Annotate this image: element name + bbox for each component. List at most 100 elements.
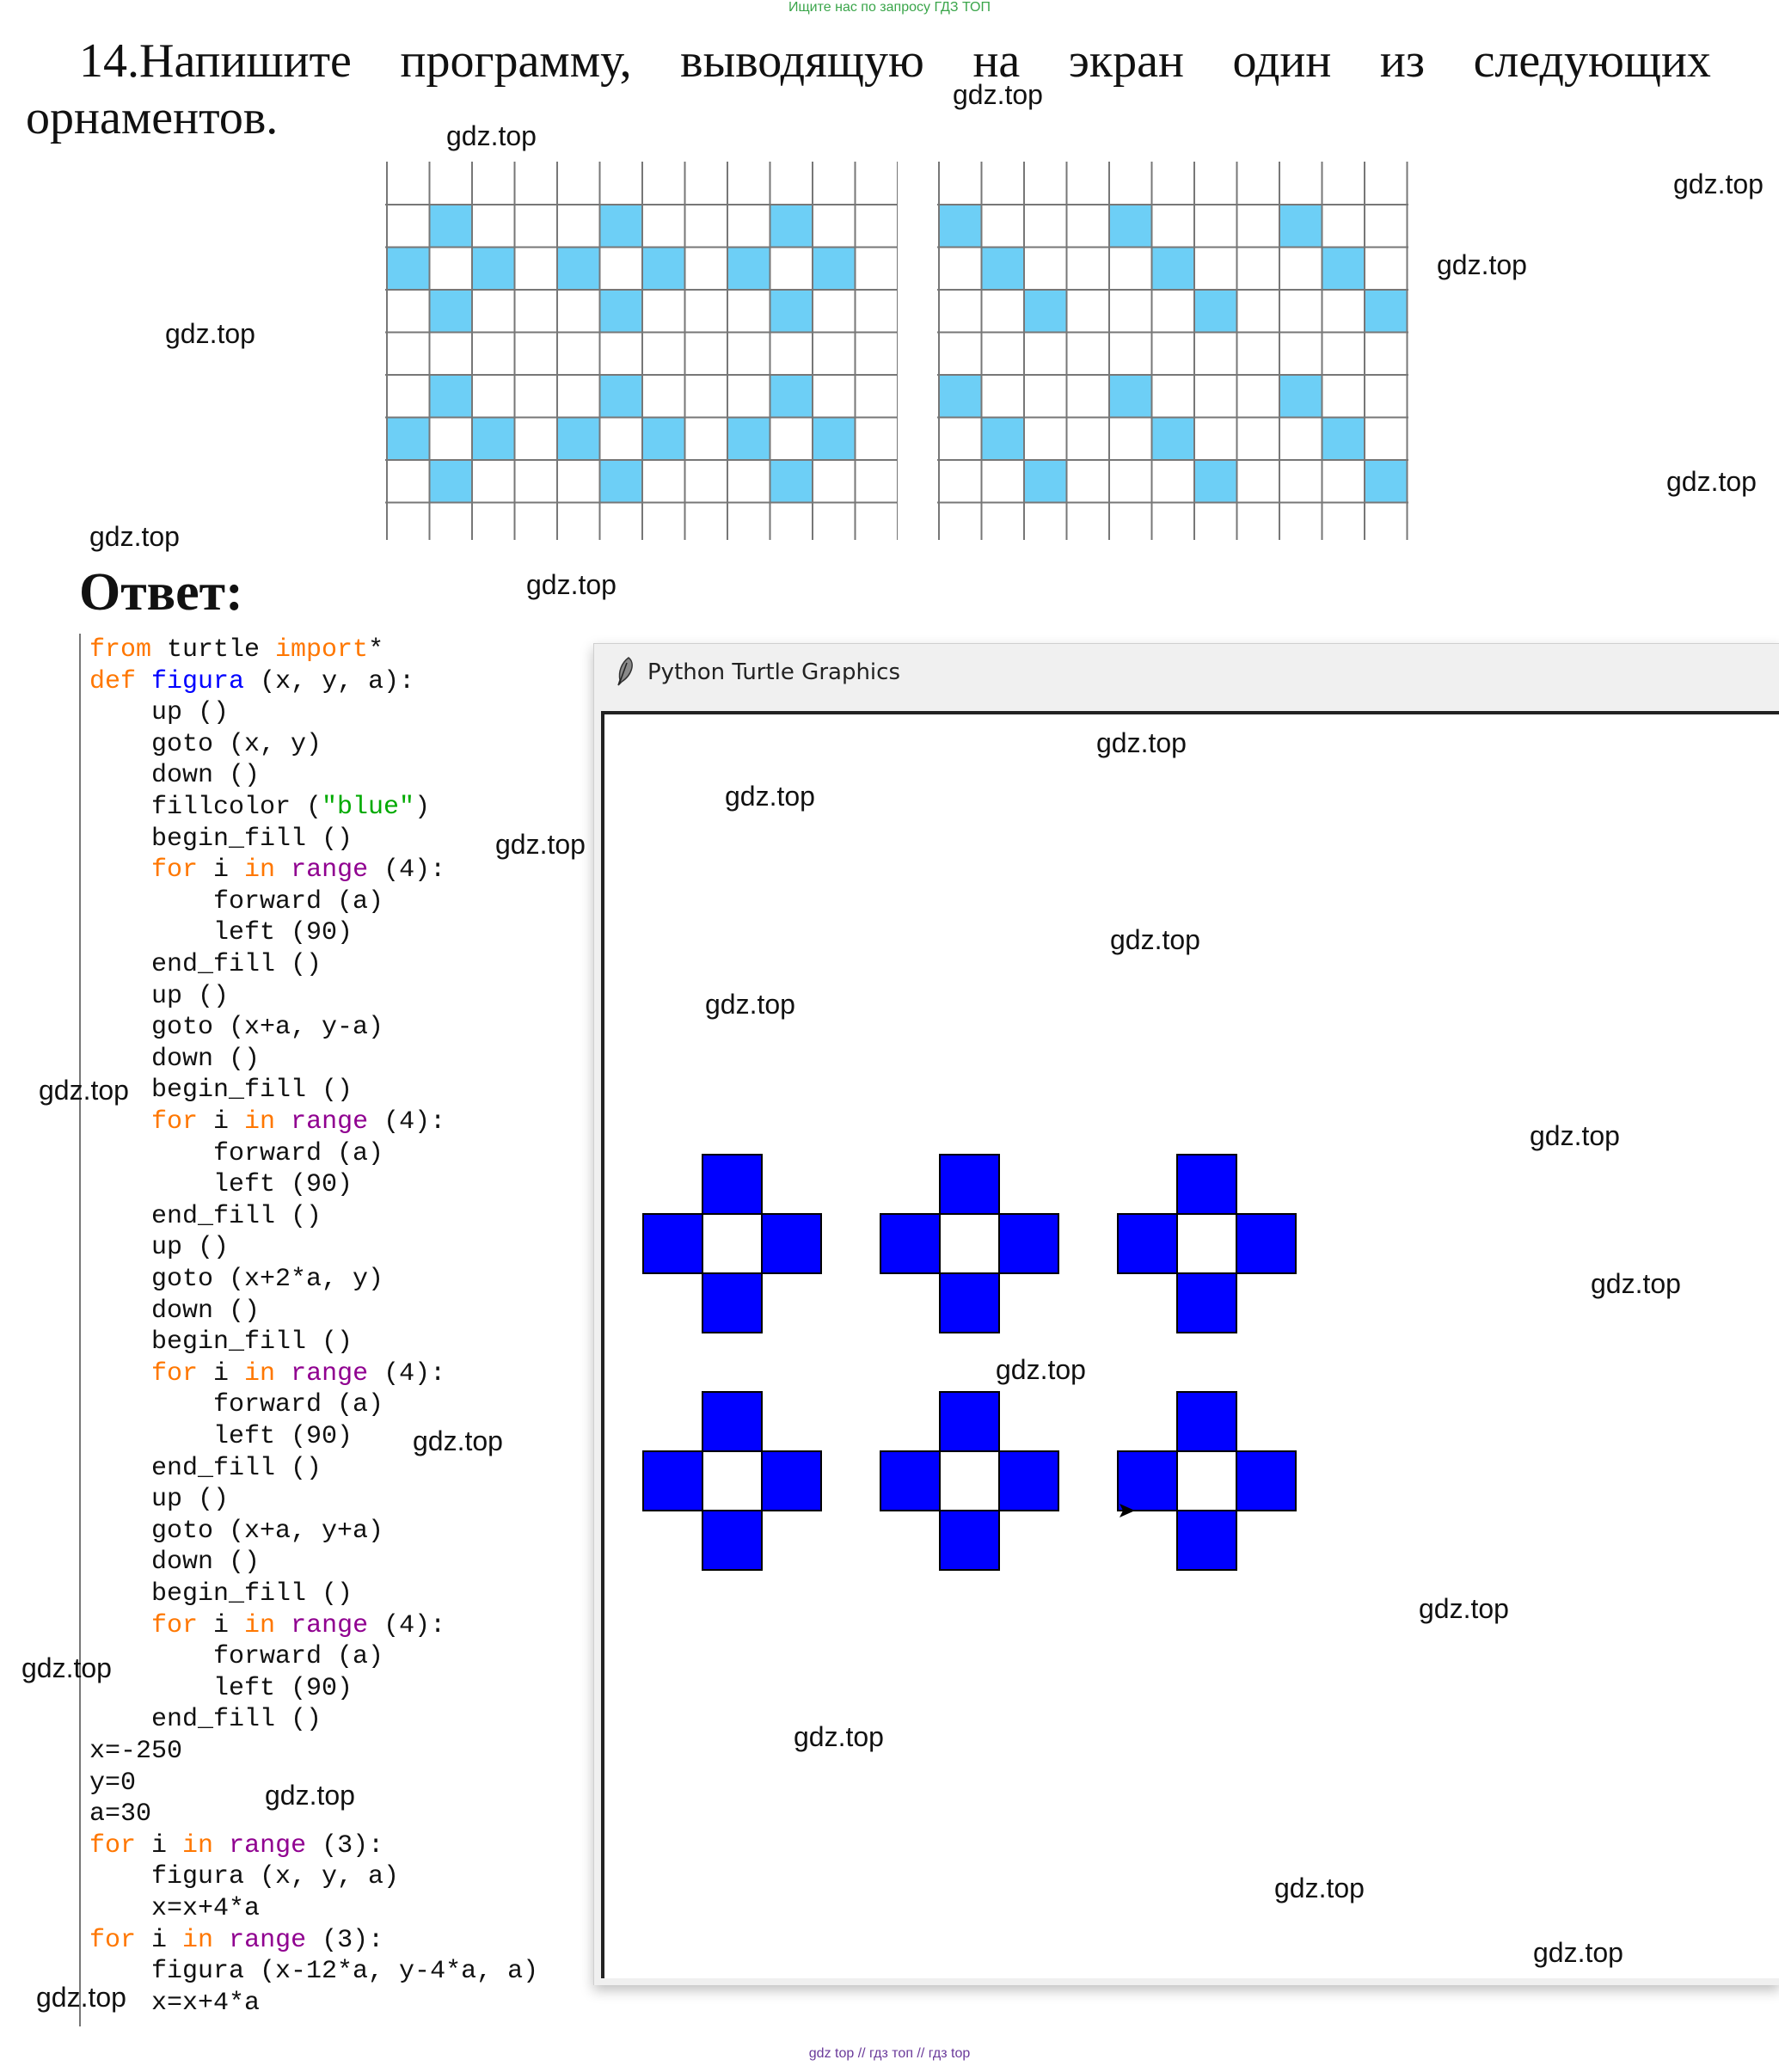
code-line: up ()	[89, 1233, 229, 1262]
code-token: begin_fill ()	[89, 1076, 353, 1106]
watermark-text: gdz.top	[953, 79, 1043, 110]
code-token	[213, 1831, 229, 1861]
code-token	[89, 1611, 151, 1640]
turtle-square	[998, 1213, 1059, 1274]
code-token	[275, 1107, 291, 1137]
code-token: i	[198, 1107, 245, 1137]
code-line: left (90)	[89, 1170, 353, 1199]
code-line: begin_fill ()	[89, 1579, 353, 1609]
code-token: for	[89, 1830, 137, 1861]
code-token	[213, 1926, 229, 1955]
code-line: up ()	[89, 1485, 229, 1514]
code-line: begin_fill ()	[89, 1327, 353, 1357]
code-token: y=0	[89, 1768, 137, 1798]
footer-text: gdz top // гдз топ // гдз top	[808, 2046, 971, 2061]
ornament-cell	[387, 417, 430, 460]
code-token: begin_fill ()	[89, 1327, 353, 1358]
code-token: range	[229, 1925, 307, 1955]
code-line: figura (x, y, a)	[89, 1862, 399, 1891]
code-line: for i in range (4):	[89, 855, 445, 885]
ornament-cell	[939, 205, 982, 248]
code-token: figura (x-12*a, y-4*a, a)	[89, 1957, 539, 1987]
turtle-square	[702, 1154, 763, 1215]
task-word: выводящую	[680, 34, 924, 88]
code-line: end_fill ()	[89, 1454, 322, 1483]
code-token: i	[136, 1925, 183, 1955]
code-token: forward (a)	[89, 1390, 384, 1420]
code-token: left (90)	[89, 918, 353, 948]
ornament-cell	[642, 247, 685, 290]
code-line: x=x+4*a	[89, 1989, 260, 2018]
turtle-square	[998, 1450, 1059, 1511]
ornament-cell	[1194, 460, 1237, 503]
code-line: for i in range (3):	[89, 1926, 383, 1955]
code-token: turtle	[151, 635, 276, 665]
code-token: for	[151, 1358, 199, 1388]
code-line: forward (a)	[89, 887, 383, 916]
code-line: end_fill ()	[89, 1202, 322, 1231]
turtle-square	[761, 1213, 822, 1274]
task-word: на	[972, 34, 1021, 88]
code-token: import	[275, 635, 369, 665]
ornament-cell	[472, 417, 515, 460]
code-token: i	[198, 1610, 245, 1640]
task-word: 14.Напишите	[79, 34, 352, 88]
watermark-text: gdz.top	[89, 521, 180, 552]
turtle-square	[761, 1450, 822, 1511]
turtle-drawing	[642, 1154, 1297, 1571]
ornament-cell	[939, 375, 982, 418]
turtle-square	[880, 1450, 941, 1511]
code-token: up ()	[89, 981, 230, 1011]
ornament-cell	[813, 417, 856, 460]
code-token: left (90)	[89, 1170, 353, 1200]
watermark-text: gdz.top	[1110, 924, 1200, 955]
code-token: goto (x+a, y-a)	[89, 1013, 384, 1043]
turtle-square	[642, 1450, 703, 1511]
ornament-cell	[981, 417, 1024, 460]
code-line: a=30	[89, 1799, 151, 1829]
ornament-cell	[1322, 417, 1365, 460]
code-token: a=30	[89, 1799, 152, 1830]
code-line: left (90)	[89, 1422, 353, 1451]
code-token: (4):	[368, 1107, 446, 1137]
code-line: begin_fill ()	[89, 825, 353, 854]
code-line: forward (a)	[89, 1390, 383, 1419]
code-line: def figura (x, y, a):	[89, 667, 414, 696]
code-token: in	[182, 1925, 214, 1955]
turtle-square	[939, 1154, 1000, 1215]
code-token: for	[151, 1610, 199, 1640]
code-token: x=-250	[89, 1737, 183, 1766]
code-line: end_fill ()	[89, 1705, 322, 1734]
task-word: один	[1232, 34, 1332, 88]
code-line: for i in range (4):	[89, 1359, 445, 1388]
ornament-cell	[1194, 290, 1237, 333]
ornament-left-grid	[385, 162, 898, 540]
ornament-cell	[599, 375, 642, 418]
watermark-text: gdz.top	[495, 829, 586, 860]
turtle-square	[880, 1213, 941, 1274]
code-line: x=x+4*a	[89, 1894, 260, 1923]
code-token: figura	[151, 666, 245, 696]
code-token: end_fill ()	[89, 1201, 322, 1231]
code-editor: from turtle import* def figura (x, y, a):…	[79, 634, 597, 2026]
code-token: (x, y, a):	[244, 666, 415, 696]
code-token: )	[414, 793, 431, 822]
code-token: in	[244, 1610, 276, 1640]
code-line: down ()	[89, 1548, 260, 1577]
code-line: goto (x+a, y-a)	[89, 1013, 383, 1042]
ornament-cell	[981, 247, 1024, 290]
top-banner: Ищите нас по запросу ГДЗ ТОП	[788, 0, 991, 15]
ornament-right	[937, 162, 1408, 540]
feather-icon	[617, 657, 633, 686]
watermark-text: gdz.top	[705, 989, 795, 1020]
ornament-cell	[1151, 247, 1194, 290]
task-word: экран	[1068, 34, 1184, 88]
ornament-cell	[599, 205, 642, 248]
watermark-text: gdz.top	[1673, 169, 1764, 199]
watermark-text: gdz.top	[1096, 727, 1187, 758]
ornament-cell	[599, 290, 642, 333]
ornament-cell	[429, 205, 472, 248]
turtle-square	[702, 1272, 763, 1333]
code-line: fillcolor ("blue")	[89, 793, 430, 822]
code-token: forward (a)	[89, 886, 384, 916]
